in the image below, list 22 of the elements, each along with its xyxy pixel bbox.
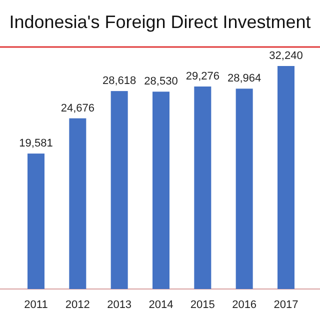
data-label: 29,276 (186, 70, 220, 82)
chart-title: Indonesia's Foreign Direct Investment (9, 12, 311, 32)
x-tick-label: 2017 (274, 299, 298, 311)
bar (152, 92, 170, 289)
x-tick-label: 2015 (190, 299, 215, 311)
data-label: 32,240 (269, 50, 303, 62)
data-label: 19,581 (19, 138, 53, 150)
x-tick-label: 2014 (148, 299, 174, 311)
data-label: 28,530 (144, 76, 178, 88)
x-tick-label: 2012 (65, 299, 90, 311)
data-label: 24,676 (60, 102, 94, 114)
bar (110, 91, 128, 289)
bar (236, 88, 253, 289)
bar (278, 66, 294, 289)
x-tick-label: 2011 (24, 299, 48, 311)
data-label: 28,618 (102, 75, 136, 88)
bar (194, 86, 212, 289)
data-label: 28,964 (228, 72, 262, 85)
bar (28, 154, 44, 289)
bar (69, 118, 86, 289)
x-tick-label: 2016 (232, 299, 257, 311)
x-tick-label: 2013 (107, 299, 132, 311)
